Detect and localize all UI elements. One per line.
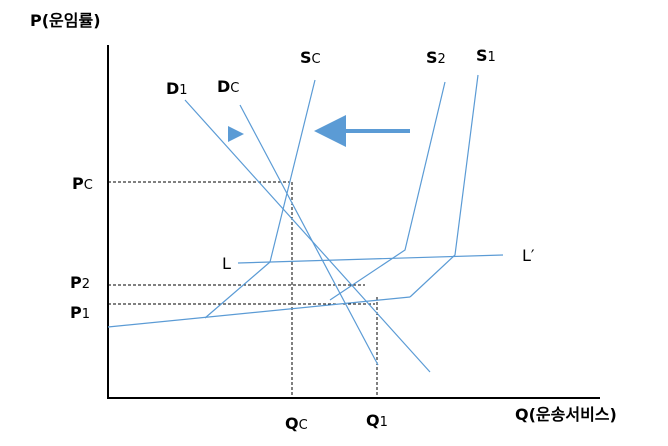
p1-label: P1: [70, 303, 90, 322]
axes: [107, 45, 600, 399]
curves: [107, 74, 504, 373]
base-line: [107, 296, 411, 328]
dashed-guides: [108, 181, 378, 398]
sc-label: SC: [300, 48, 321, 67]
d1-curve: [184, 99, 431, 373]
dc-label: DC: [217, 77, 239, 96]
pc-label: PC: [72, 174, 93, 193]
s1-curve: [409, 74, 479, 298]
p2-label: P2: [70, 273, 90, 292]
sc-curve: [204, 79, 316, 319]
l-line: [237, 254, 504, 264]
s2-label: S2: [426, 48, 446, 67]
x-axis-label: Q(운송서비스): [515, 405, 617, 424]
dc-curve: [239, 104, 379, 366]
q1-label: Q1: [366, 411, 388, 430]
d1-label: D1: [166, 79, 188, 98]
qc-label: QC: [285, 414, 308, 433]
s1-label: S1: [476, 46, 496, 65]
y-axis-label: P(운임률): [30, 11, 101, 30]
l-label: L: [222, 254, 231, 273]
s2-curve: [329, 81, 446, 301]
l-prime-label: L′: [522, 246, 535, 265]
